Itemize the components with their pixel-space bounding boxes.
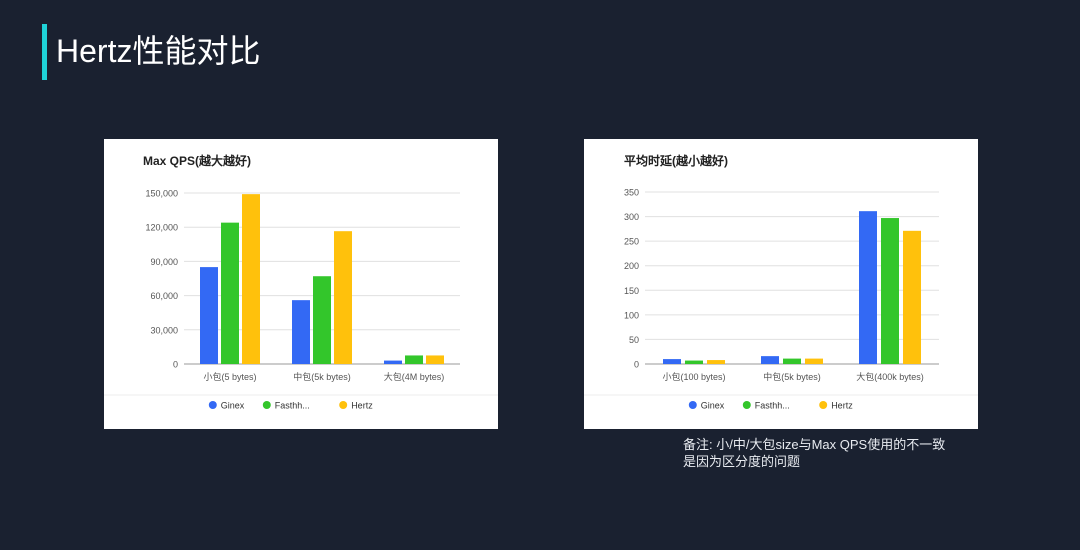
legend-marker [208,401,217,409]
bar-hertz-1 [334,231,352,364]
legend-marker [742,401,751,409]
chart-max-qps: Max QPS(越大越好) 0 30,000 60,000 90,000 120,000 1… [104,153,498,411]
legend-marker [688,401,697,409]
y-tick-label: 100 [624,310,639,320]
x-tick-label: 中包(5k bytes) [763,371,821,382]
bar-hertz-1 [805,358,823,364]
bar-fasthh-0 [685,360,703,364]
legend-marker [262,401,271,409]
y-tick-label: 300 [624,212,639,222]
chart-title: 平均时延(越小越好) [624,153,728,168]
y-tick-label: 120,000 [145,223,178,233]
x-tick-label: 大包(400k bytes) [856,371,924,382]
bar-hertz-0 [242,194,260,364]
y-tick-label: 0 [634,360,639,370]
bar-fasthh-1 [313,276,331,364]
y-tick-label: 150 [624,286,639,296]
note: 备注: 小/中/大包size与Max QPS使用的不一致 是因为区分度的问题 [683,436,945,470]
y-tick-label: 90,000 [150,257,178,267]
note-line-1: 备注: 小/中/大包size与Max QPS使用的不一致 [683,437,946,452]
legend-label: Fasthh... [755,401,790,411]
bar-ginex-1 [292,300,310,364]
y-tick-label: 50 [629,335,639,345]
x-tick-label: 小包(100 bytes) [662,371,725,382]
legend-marker [819,401,828,409]
y-tick-label: 60,000 [150,291,178,301]
legend-label: Ginex [221,401,245,411]
bar-fasthh-1 [783,358,801,364]
y-tick-label: 350 [624,188,639,198]
bar-fasthh-2 [881,218,899,364]
bar-ginex-0 [663,359,681,364]
bar-fasthh-2 [405,355,423,364]
bar-ginex-2 [859,211,877,364]
chart-avg-latency: 平均时延(越小越好) 0 50 100 150 200 250 300 350 小包(100 by… [584,153,978,411]
y-tick-label: 150,000 [145,189,178,199]
bar-ginex-1 [761,356,779,364]
bar-hertz-0 [707,360,725,364]
chart-card-avg-latency: 平均时延(越小越好) 0 50 100 150 200 250 300 350 小包(100 by… [584,139,978,429]
chart-card-max-qps: Max QPS(越大越好) 0 30,000 60,000 90,000 120,000 1… [104,139,498,429]
legend-marker [339,401,348,409]
bar-fasthh-0 [221,222,239,364]
bar-hertz-2 [903,230,921,364]
slide-title: Hertz性能对比 [56,33,261,69]
bar-ginex-0 [200,267,218,364]
bar-hertz-2 [426,355,444,364]
legend-label: Hertz [831,401,853,411]
bar-ginex-2 [384,360,402,364]
legend-label: Ginex [701,401,725,411]
x-tick-label: 大包(4M bytes) [384,371,445,382]
y-tick-label: 30,000 [150,325,178,335]
slide-accent-bar [42,24,47,80]
legend-label: Hertz [351,401,373,411]
legend-label: Fasthh... [275,401,310,411]
y-tick-label: 0 [173,360,178,370]
y-tick-label: 250 [624,237,639,247]
chart-title: Max QPS(越大越好) [143,153,251,168]
x-tick-label: 小包(5 bytes) [203,371,256,382]
note-line-2: 是因为区分度的问题 [683,454,801,469]
x-tick-label: 中包(5k bytes) [293,371,351,382]
y-tick-label: 200 [624,261,639,271]
